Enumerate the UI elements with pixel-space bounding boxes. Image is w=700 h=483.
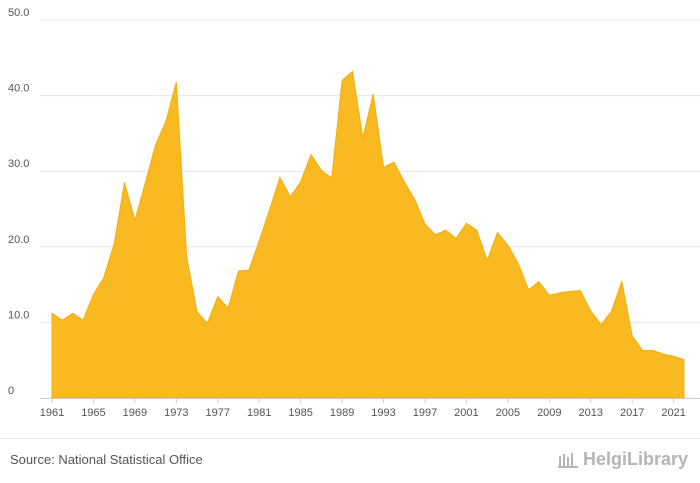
x-tick-label: 1965 [81,407,105,419]
x-tick-label: 2009 [537,407,561,419]
x-axis-ticks: 1961 1965 1969 1973 1977 1981 1985 1989 1993 1997… [40,407,686,419]
area-chart: 010.020.030.040.050.0 1961 1965 1969 1973 19… [8,7,700,419]
y-tick-label: 20.0 [8,234,29,246]
y-tick-label: 40.0 [8,83,29,95]
x-tick-label: 1993 [371,407,395,419]
x-tick-label: 1997 [413,407,437,419]
chart-footer: Source: National Statistical Office Helg… [0,438,700,483]
x-tick-label: 1989 [330,407,354,419]
area-fill [51,70,685,399]
y-tick-label: 0 [8,385,14,397]
x-tick-label: 2017 [620,407,644,419]
x-tick-label: 1985 [288,407,312,419]
x-axis [40,398,700,403]
y-tick-label: 50.0 [8,7,29,19]
area-series [51,70,685,399]
x-tick-label: 2005 [496,407,520,419]
x-tick-label: 2021 [661,407,685,419]
brand-logo[interactable]: HelgiLibrary [557,449,688,470]
x-tick-label: 1981 [247,407,271,419]
x-tick-label: 2001 [454,407,478,419]
x-tick-label: 1969 [123,407,147,419]
x-tick-label: 1961 [40,407,64,419]
x-tick-label: 2013 [579,407,603,419]
y-tick-label: 30.0 [8,158,29,170]
y-axis-ticks: 0 10.0 20.0 30.0 40.0 50.0 [8,7,29,397]
source-note: Source: National Statistical Office [10,452,203,467]
x-tick-label: 1977 [206,407,230,419]
brand-name: HelgiLibrary [582,449,688,469]
library-icon [557,452,578,468]
y-tick-label: 10.0 [8,309,29,321]
x-tick-label: 1973 [164,407,188,419]
